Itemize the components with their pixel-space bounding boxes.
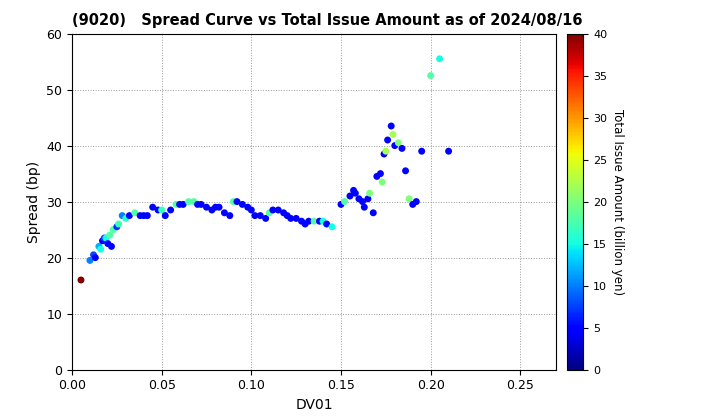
Point bbox=[160, 212, 171, 219]
Y-axis label: Spread (bp): Spread (bp) bbox=[27, 160, 41, 243]
Point bbox=[267, 207, 279, 213]
Point bbox=[321, 220, 333, 227]
Point bbox=[188, 198, 199, 205]
Point bbox=[377, 178, 388, 185]
Point bbox=[387, 131, 399, 138]
Point bbox=[339, 198, 351, 205]
Point bbox=[255, 212, 266, 219]
Point bbox=[201, 204, 212, 210]
Point bbox=[410, 198, 422, 205]
Point bbox=[326, 223, 338, 230]
Point bbox=[296, 218, 307, 225]
Point bbox=[147, 204, 158, 210]
Point bbox=[153, 207, 164, 213]
Point bbox=[407, 201, 418, 208]
Point bbox=[336, 201, 347, 208]
Point bbox=[174, 201, 185, 208]
Point bbox=[278, 210, 289, 216]
Point bbox=[318, 218, 329, 225]
Point bbox=[380, 148, 392, 155]
Point bbox=[425, 72, 436, 79]
Point bbox=[416, 148, 428, 155]
Point bbox=[106, 243, 117, 250]
Point bbox=[231, 198, 243, 205]
Point bbox=[434, 55, 446, 62]
Point bbox=[300, 220, 311, 227]
Point bbox=[443, 148, 454, 155]
Point bbox=[111, 223, 122, 230]
Point bbox=[75, 277, 86, 284]
Point bbox=[124, 212, 135, 219]
Point bbox=[100, 235, 112, 242]
Point bbox=[364, 190, 375, 197]
Point bbox=[135, 212, 146, 219]
Point bbox=[142, 212, 153, 219]
Point bbox=[99, 235, 110, 242]
Point bbox=[396, 145, 408, 152]
Point bbox=[403, 195, 415, 202]
X-axis label: DV01: DV01 bbox=[295, 398, 333, 412]
Point bbox=[107, 226, 119, 233]
Point bbox=[385, 123, 397, 129]
Point bbox=[210, 204, 221, 210]
Point bbox=[378, 151, 390, 158]
Point bbox=[206, 207, 217, 213]
Point bbox=[260, 215, 271, 222]
Point bbox=[102, 240, 114, 247]
Point bbox=[213, 204, 225, 210]
Point bbox=[389, 142, 400, 149]
Point bbox=[354, 195, 365, 202]
Point bbox=[129, 210, 140, 216]
Point bbox=[272, 207, 284, 213]
Point bbox=[89, 254, 101, 261]
Point bbox=[350, 190, 361, 197]
Point bbox=[356, 198, 368, 205]
Point bbox=[93, 243, 104, 250]
Point bbox=[362, 195, 374, 202]
Point bbox=[183, 198, 194, 205]
Point bbox=[165, 207, 176, 213]
Point bbox=[367, 210, 379, 216]
Point bbox=[237, 201, 248, 208]
Point bbox=[120, 215, 132, 222]
Point bbox=[282, 212, 293, 219]
Point bbox=[374, 170, 386, 177]
Point bbox=[113, 220, 125, 227]
Point bbox=[344, 193, 356, 199]
Point bbox=[382, 136, 393, 143]
Point bbox=[219, 210, 230, 216]
Point bbox=[392, 139, 404, 146]
Point bbox=[249, 212, 261, 219]
Point bbox=[348, 187, 359, 194]
Point bbox=[308, 218, 320, 225]
Point bbox=[359, 204, 370, 210]
Point bbox=[96, 237, 108, 244]
Point bbox=[104, 232, 115, 239]
Point bbox=[170, 201, 181, 208]
Point bbox=[228, 198, 239, 205]
Point bbox=[192, 201, 203, 208]
Point bbox=[88, 252, 99, 258]
Point bbox=[242, 204, 253, 210]
Point bbox=[138, 212, 150, 219]
Point bbox=[264, 210, 275, 216]
Point bbox=[84, 257, 96, 264]
Point bbox=[224, 212, 235, 219]
Y-axis label: Total Issue Amount (billion yen): Total Issue Amount (billion yen) bbox=[611, 108, 624, 295]
Point bbox=[156, 207, 168, 213]
Point bbox=[195, 201, 207, 208]
Point bbox=[400, 168, 411, 174]
Point bbox=[285, 215, 297, 222]
Point bbox=[371, 173, 382, 180]
Point bbox=[303, 218, 315, 225]
Point bbox=[117, 212, 128, 219]
Point bbox=[314, 218, 325, 225]
Text: (9020)   Spread Curve vs Total Issue Amount as of 2024/08/16: (9020) Spread Curve vs Total Issue Amoun… bbox=[72, 13, 582, 28]
Point bbox=[290, 215, 302, 222]
Point bbox=[95, 246, 107, 252]
Point bbox=[177, 201, 189, 208]
Point bbox=[246, 207, 257, 213]
